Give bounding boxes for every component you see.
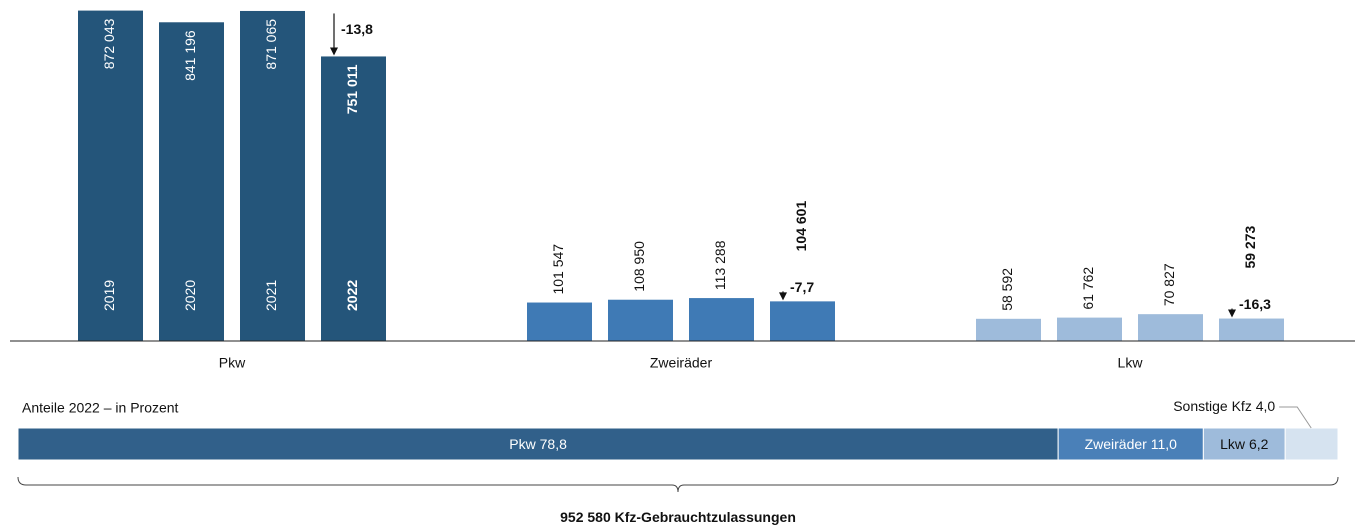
bar	[240, 10, 305, 342]
bar	[78, 10, 143, 342]
share-title: Anteile 2022 – in Prozent	[22, 400, 179, 416]
change-label: -13,8	[341, 21, 373, 37]
total-label: 952 580 Kfz-Gebrauchtzulassungen	[560, 509, 796, 525]
value-label: 113 288	[712, 240, 728, 290]
year-label: 2020	[182, 280, 198, 311]
share-segment	[1284, 427, 1339, 461]
share-category: Sonstige Kfz	[1173, 398, 1252, 414]
value-label: 751 011	[344, 64, 360, 114]
total-text: Kfz-Gebrauchtzulassungen	[615, 509, 796, 525]
share-segment	[17, 427, 1059, 461]
share-label: Pkw 78,8	[509, 436, 567, 452]
value-label: 70 827	[1161, 263, 1177, 306]
year-label: 2019	[101, 280, 117, 311]
share-value: 11,0	[1151, 436, 1177, 452]
share-label: Zweiräder 11,0	[1085, 436, 1178, 452]
bar	[976, 318, 1041, 341]
share-value: 78,8	[540, 436, 567, 452]
value-label: 59 273	[1242, 226, 1258, 269]
bar	[770, 301, 835, 341]
total-number: 952 580	[560, 509, 611, 525]
share-category: Pkw	[509, 436, 536, 452]
share-segment	[1057, 427, 1204, 461]
total-brace	[17, 476, 1339, 493]
change-arrowhead	[330, 47, 338, 56]
bar	[1057, 317, 1122, 341]
value-label: 841 196	[182, 30, 198, 81]
share-value: 4,0	[1256, 398, 1276, 414]
share-value: 6,2	[1249, 436, 1269, 452]
value-label: 871 065	[263, 19, 279, 70]
value-label: 101 547	[550, 244, 566, 295]
change-label: -7,7	[790, 279, 814, 295]
value-label: 104 601	[793, 201, 809, 252]
change-arrowhead	[779, 292, 787, 301]
share-category: Lkw	[1220, 436, 1246, 452]
bar	[321, 56, 386, 341]
leader-line	[1279, 406, 1312, 429]
bar	[1219, 318, 1284, 341]
bar	[159, 22, 224, 341]
category-label: Pkw	[219, 355, 246, 371]
bar	[527, 302, 592, 341]
value-label: 61 762	[1080, 267, 1096, 310]
share-category: Zweiräder	[1085, 436, 1148, 452]
category-label: Lkw	[1118, 355, 1144, 371]
share-segment	[1202, 427, 1286, 461]
change-arrowhead	[1228, 309, 1236, 318]
value-label: 58 592	[999, 268, 1015, 311]
bar	[608, 299, 673, 341]
value-label: 872 043	[101, 18, 117, 69]
bar	[689, 298, 754, 341]
share-label: Sonstige Kfz 4,0	[1173, 398, 1275, 414]
category-label: Zweiräder	[650, 355, 713, 371]
share-label: Lkw 6,2	[1220, 436, 1268, 452]
value-label: 108 950	[631, 241, 647, 292]
year-label: 2022	[344, 280, 360, 311]
bar	[1138, 314, 1203, 341]
year-label: 2021	[263, 280, 279, 311]
change-label: -16,3	[1239, 296, 1271, 312]
